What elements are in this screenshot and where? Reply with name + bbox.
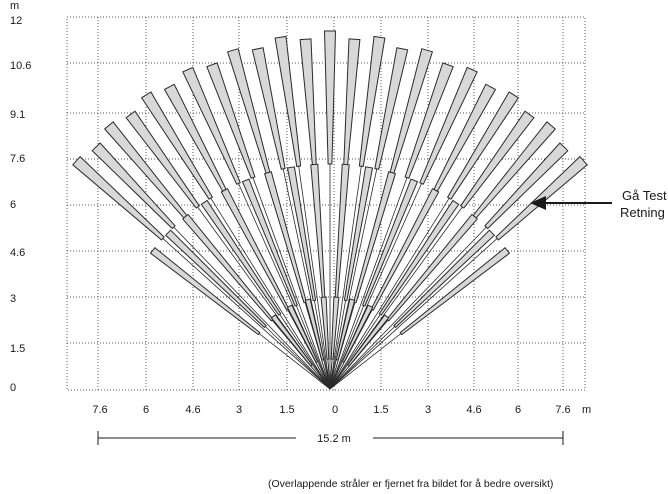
beam-ray <box>329 238 498 390</box>
detection-beam <box>393 229 496 329</box>
y-axis-unit: m <box>10 0 19 12</box>
beam-ray <box>329 326 395 390</box>
detection-beam <box>304 298 325 361</box>
detection-beam <box>270 314 313 367</box>
beam-ray <box>329 197 450 390</box>
x-tick-label: 7.6 <box>555 404 570 416</box>
detection-beam <box>347 314 390 367</box>
detection-beam <box>320 296 330 360</box>
detection-beam <box>404 62 454 179</box>
beam-ray <box>162 238 331 390</box>
beam-ray <box>210 197 331 390</box>
detection-beam <box>286 166 317 302</box>
y-tick-label: 12 <box>10 15 22 27</box>
x-tick-label: 7.6 <box>92 404 107 416</box>
y-tick-label: 1.5 <box>10 343 25 355</box>
beam-ray <box>252 177 331 390</box>
x-tick-label: 3 <box>236 404 242 416</box>
detection-beam <box>299 38 317 166</box>
footnote: (Overlappende stråler er fjernet fra bil… <box>268 478 553 490</box>
detection-beam <box>446 91 520 200</box>
x-tick-label: 1.5 <box>373 404 388 416</box>
detection-beam <box>164 229 267 329</box>
x-tick-label: 6 <box>515 404 521 416</box>
walk-test-label-2: Retning <box>620 205 665 220</box>
detection-beam <box>182 66 241 185</box>
width-dimension: 15.2 m <box>97 431 564 445</box>
y-tick-label: 10.6 <box>10 60 31 72</box>
detection-beam <box>378 199 460 316</box>
x-tick-label: 6 <box>143 404 149 416</box>
detection-beam <box>330 296 340 360</box>
detection-beam <box>206 62 256 179</box>
y-tick-labels: 0 1.5 3 4.6 6 7.6 9.1 10.6 12 <box>10 15 31 394</box>
detection-beam <box>91 142 176 230</box>
y-tick-label: 4.6 <box>10 247 25 259</box>
beam-ray <box>329 300 346 390</box>
y-tick-label: 0 <box>10 382 16 394</box>
width-label: 15.2 m <box>317 433 351 445</box>
beam-ray <box>329 166 362 390</box>
x-tick-label: 0 <box>332 404 338 416</box>
x-tick-label: 4.6 <box>185 404 200 416</box>
detection-beam <box>149 246 261 336</box>
beam-ray <box>173 226 331 390</box>
detection-beam <box>181 213 274 322</box>
detection-beam <box>286 304 319 364</box>
y-tick-label: 7.6 <box>10 153 25 165</box>
beam-ray <box>258 333 331 390</box>
x-tick-label: 4.6 <box>466 404 481 416</box>
detection-beam <box>200 199 282 316</box>
detection-beam <box>399 246 511 336</box>
y-tick-label: 9.1 <box>10 109 25 121</box>
detection-beam <box>341 304 374 364</box>
detection-beam <box>263 171 308 304</box>
beam-ray <box>265 326 331 390</box>
detection-beam <box>335 298 356 361</box>
detection-beam <box>323 30 337 165</box>
detection-beam <box>241 178 299 307</box>
detection-beam <box>358 35 386 168</box>
beam-ray <box>279 314 331 390</box>
detection-beam <box>343 166 374 302</box>
x-tick-label: 3 <box>425 404 431 416</box>
detection-beam <box>419 66 478 185</box>
beam-ray <box>329 226 487 390</box>
detection-beam <box>343 38 361 166</box>
beam-ray <box>314 300 331 390</box>
beam-ray <box>298 166 331 390</box>
beam-ray <box>329 177 408 390</box>
detection-beam <box>484 142 569 230</box>
detection-beam <box>310 163 326 300</box>
detection-beam <box>72 155 165 241</box>
detection-beam <box>251 47 286 170</box>
detection-beam <box>140 91 214 200</box>
detection-beam <box>334 163 350 300</box>
beam-ray <box>329 333 402 390</box>
x-tick-labels: 7.6 6 4.6 3 1.5 0 1.5 3 4.6 6 7.6 <box>92 404 570 416</box>
beam-ray <box>295 305 331 390</box>
x-tick-label: 1.5 <box>279 404 294 416</box>
y-tick-label: 3 <box>10 293 16 305</box>
detection-beam <box>125 110 200 209</box>
walk-test-label: Gå Test <box>622 188 667 203</box>
detection-beam <box>361 178 419 307</box>
detection-beam <box>460 110 535 209</box>
detection-beam <box>274 35 302 168</box>
walk-test-direction: Gå Test Retning <box>530 188 667 220</box>
beams <box>72 30 588 390</box>
beam-ray <box>329 314 381 390</box>
arrow-left-icon <box>530 196 546 210</box>
y-tick-label: 6 <box>10 199 16 211</box>
x-axis-unit: m <box>582 404 591 416</box>
detection-beam <box>374 47 409 170</box>
beam-ray <box>329 305 365 390</box>
